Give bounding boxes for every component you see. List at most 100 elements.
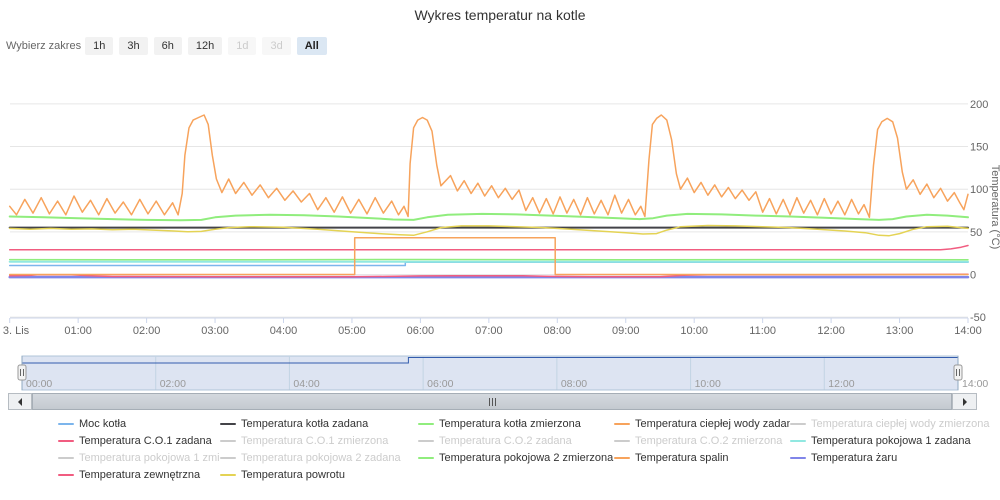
x-tick-label: 10:00 (680, 325, 708, 337)
navigator-tick-label: 12:00 (828, 378, 854, 390)
left-arrow-icon (18, 397, 22, 406)
legend-label: Moc kotła (79, 417, 127, 430)
legend-item-cwu-zadana[interactable]: Temperatura ciepłej wody zadana (614, 415, 790, 432)
legend-item-co1-zadana[interactable]: Temperatura C.O.1 zadana (58, 432, 220, 449)
legend-marker-icon (58, 439, 74, 442)
legend-marker-icon (614, 456, 630, 459)
navigator-left-handle[interactable] (17, 356, 27, 390)
legend-label: Temperatura żaru (811, 451, 898, 464)
legend-item-zewnetrzna[interactable]: Temperatura zewnętrzna (58, 466, 220, 483)
page-title: Wykres temperatur na kotle (414, 7, 586, 23)
scrollbar (8, 393, 977, 410)
legend-marker-icon (58, 422, 74, 425)
legend-item-moc-kotla[interactable]: Moc kotła (58, 415, 220, 432)
y-tick-label: 50 (970, 227, 982, 239)
legend-marker-icon (220, 439, 236, 442)
legend-label: Temperatura ciepłej wody zmierzona (811, 417, 990, 430)
legend-label: Temperatura pokojowa 1 zadana (811, 434, 971, 447)
x-tick-label: 13:00 (886, 325, 914, 337)
x-tick-label: 06:00 (407, 325, 435, 337)
scrollbar-right-button[interactable] (952, 393, 977, 410)
legend: Moc kotła Temperatura kotła zadana Tempera… (58, 415, 994, 483)
plot-area[interactable] (10, 95, 968, 318)
scrollbar-left-button[interactable] (8, 393, 32, 410)
legend-item-zaru[interactable]: Temperatura żaru (790, 449, 990, 466)
x-tick-label: 08:00 (544, 325, 572, 337)
navigator-tick-label: 06:00 (427, 378, 453, 390)
legend-item-cwu-zmierzona[interactable]: Temperatura ciepłej wody zmierzona (790, 415, 990, 432)
y-tick-label: -50 (970, 312, 986, 324)
legend-item-powrotu[interactable]: Temperatura powrotu (220, 466, 418, 483)
legend-item-spalin[interactable]: Temperatura spalin (614, 449, 790, 466)
legend-label: Temperatura ciepłej wody zadana (635, 417, 790, 430)
legend-item-kotla-zadana[interactable]: Temperatura kotła zadana (220, 415, 418, 432)
x-tick-label: 05:00 (338, 325, 366, 337)
legend-marker-icon (220, 456, 236, 459)
legend-item-co2-zmierzona[interactable]: Temperatura C.O.2 zmierzona (614, 432, 790, 449)
series-line-spalin (8, 114, 969, 219)
x-tick-label: 14:00 (954, 325, 982, 337)
x-tick-label: 03:00 (201, 325, 229, 337)
series-line-co1-zadana (8, 244, 969, 251)
legend-item-pok2-zadana[interactable]: Temperatura pokojowa 2 zadana (220, 449, 418, 466)
y-axis-labels: 200 150 100 50 0 -50 (970, 99, 988, 324)
range-button-all[interactable]: All (296, 37, 327, 55)
navigator-tick-label: 14:00 (962, 378, 988, 390)
series-lines (8, 114, 970, 279)
legend-label: Temperatura zewnętrzna (79, 468, 201, 481)
range-button-1d: 1d (228, 37, 257, 55)
navigator-series-line (22, 357, 958, 364)
legend-label: Temperatura spalin (635, 451, 729, 464)
legend-marker-icon (614, 439, 630, 442)
legend-marker-icon (220, 422, 236, 425)
x-tick-label: 11:00 (749, 325, 776, 337)
legend-item-pok1-zmierzona[interactable]: Temperatura pokojowa 1 zmierzona (58, 449, 220, 466)
right-arrow-icon (962, 397, 967, 406)
legend-label: Temperatura pokojowa 2 zadana (241, 451, 401, 464)
series-line-cwu-zadana (8, 237, 969, 276)
x-axis-labels: 3. Lis 01:00 02:00 03:00 04:00 05:00 06:00 07:0… (3, 325, 982, 337)
legend-label: Temperatura kotła zmierzona (439, 417, 581, 430)
legend-marker-icon (418, 439, 434, 442)
navigator-tick-label: 04:00 (293, 378, 319, 390)
legend-item-pok1-zadana[interactable]: Temperatura pokojowa 1 zadana (790, 432, 990, 449)
navigator-right-handle[interactable] (953, 356, 963, 390)
legend-marker-icon (790, 422, 806, 425)
y-tick-label: 150 (970, 142, 988, 154)
y-tick-label: 100 (970, 184, 988, 196)
legend-item-co2-zadana[interactable]: Temperatura C.O.2 zadana (418, 432, 614, 449)
x-tick-label: 09:00 (612, 325, 640, 337)
legend-marker-icon (418, 456, 434, 459)
legend-label: Temperatura C.O.1 zmierzona (241, 434, 389, 447)
legend-marker-icon (220, 473, 236, 476)
y-tick-label: 200 (970, 99, 988, 111)
range-button-3h[interactable]: 3h (119, 37, 148, 55)
legend-marker-icon (58, 473, 74, 476)
legend-item-co1-zmierzona[interactable]: Temperatura C.O.1 zmierzona (220, 432, 418, 449)
x-tick-label: 3. Lis (3, 325, 30, 337)
legend-marker-icon (58, 456, 74, 459)
range-selector: Wybierz zakres 1h 3h 6h 12h 1d 3d All (6, 36, 333, 55)
navigator-tick-label: 00:00 (26, 378, 52, 390)
legend-item-pok2-zmierzona[interactable]: Temperatura pokojowa 2 zmierzona (418, 449, 614, 466)
range-selector-buttons: 1h 3h 6h 12h 1d 3d All (85, 36, 333, 55)
legend-label: Temperatura pokojowa 2 zmierzona (439, 451, 614, 464)
legend-marker-icon (614, 422, 630, 425)
scrollbar-thumb[interactable] (32, 393, 952, 410)
y-axis-title: Temperatura (°C) (989, 165, 1000, 249)
scrollbar-track[interactable] (32, 393, 952, 410)
range-button-12h[interactable]: 12h (187, 37, 223, 55)
legend-label: Temperatura powrotu (241, 468, 345, 481)
legend-label: Temperatura C.O.2 zmierzona (635, 434, 783, 447)
series-line-kotla-zmierzona (8, 212, 969, 222)
range-button-1h[interactable]: 1h (85, 37, 114, 55)
legend-item-kotla-zmierzona[interactable]: Temperatura kotła zmierzona (418, 415, 614, 432)
series-line-powrotu (8, 224, 969, 237)
legend-marker-icon (790, 456, 806, 459)
y-tick-label: 0 (970, 270, 976, 282)
range-button-6h[interactable]: 6h (153, 37, 182, 55)
range-selector-label: Wybierz zakres (6, 39, 82, 52)
range-button-3d: 3d (262, 37, 291, 55)
x-tick-label: 12:00 (817, 325, 845, 337)
